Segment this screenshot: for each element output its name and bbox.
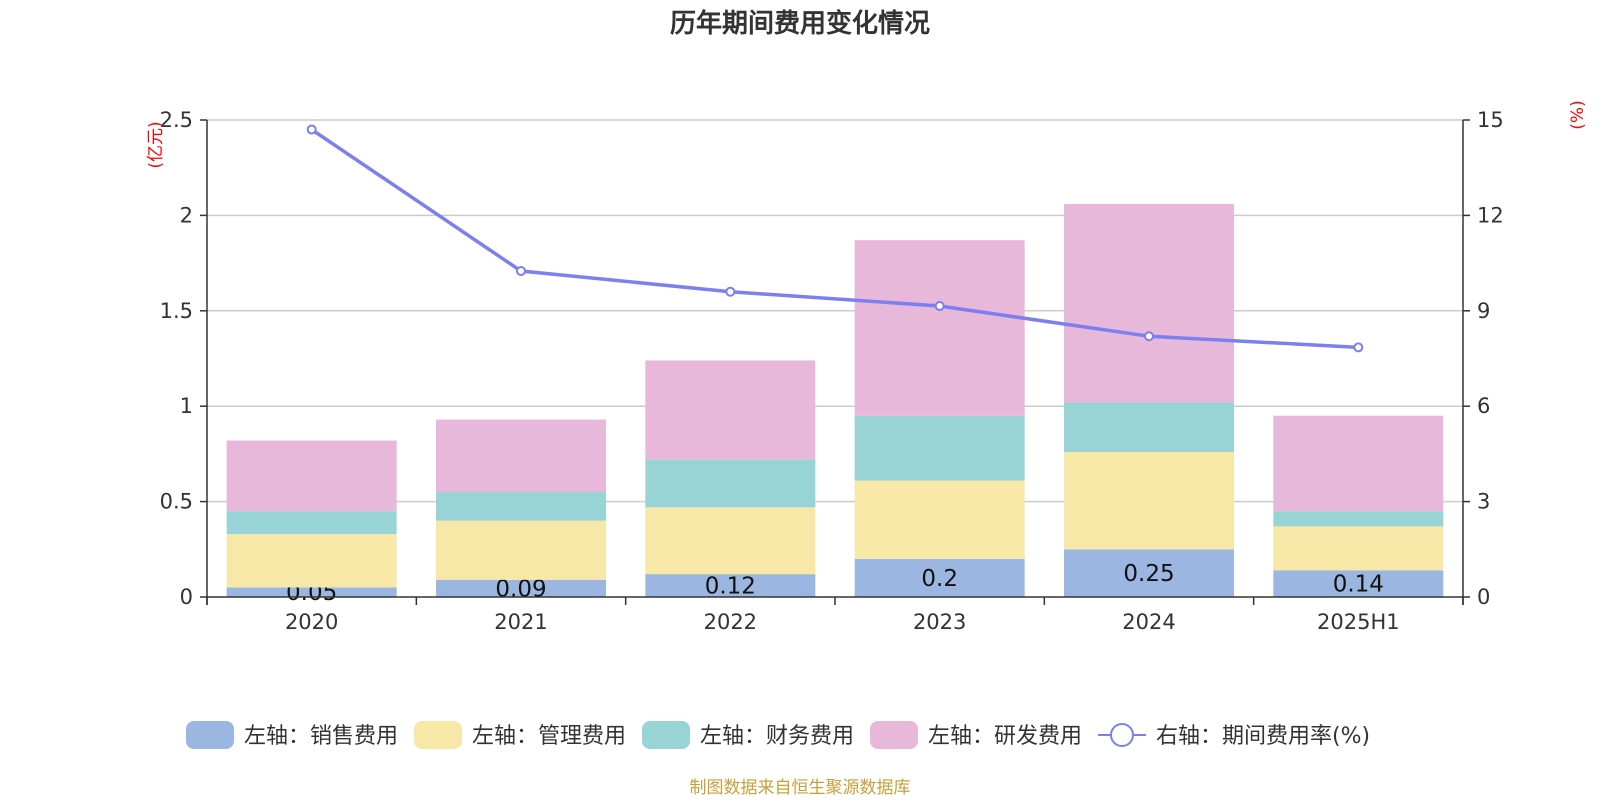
rate-point xyxy=(1353,342,1364,353)
bar-segment xyxy=(854,240,1025,416)
bar-segment xyxy=(1064,549,1234,597)
bar-segment xyxy=(226,587,397,597)
x-tick-label: 2023 xyxy=(913,610,966,634)
bar-data-label: 0.2 xyxy=(921,566,958,592)
right-tick-label: 9 xyxy=(1477,299,1490,323)
bar-segment xyxy=(1273,511,1444,527)
legend-swatch xyxy=(186,721,234,749)
bar-segment xyxy=(645,574,816,597)
left-axis-unit: (亿元) xyxy=(146,121,166,168)
rate-point xyxy=(306,124,317,135)
right-tick-label: 6 xyxy=(1477,394,1490,418)
legend-label: 右轴：期间费用率(%) xyxy=(1156,724,1370,749)
left-tick-label: 2.5 xyxy=(160,108,193,132)
bar-segment xyxy=(226,440,397,512)
bar-segment xyxy=(226,534,397,588)
legend: 左轴：销售费用 左轴：管理费用 左轴：财务费用 左轴：研发费用 右轴：期间费用率(%) xyxy=(186,721,1370,749)
bar-segment xyxy=(854,415,1025,481)
bar-data-label: 0.14 xyxy=(1333,572,1384,598)
bar-data-label: 0.09 xyxy=(495,576,546,602)
x-tick-label: 2020 xyxy=(285,610,338,634)
bar-segment xyxy=(1273,570,1444,597)
legend-label: 左轴：研发费用 xyxy=(928,724,1082,749)
x-tick-label: 2024 xyxy=(1122,610,1175,634)
x-tick-label: 2022 xyxy=(704,610,757,634)
left-tick-label: 1.5 xyxy=(160,299,193,323)
rate-point xyxy=(1144,331,1154,342)
bar-segment xyxy=(1273,526,1444,571)
rate-point xyxy=(934,301,945,312)
left-tick-label: 1 xyxy=(180,394,193,418)
right-tick-label: 15 xyxy=(1477,108,1504,132)
bar-segment xyxy=(1064,203,1234,403)
bar-data-label: 0.25 xyxy=(1123,561,1174,587)
bar-segment xyxy=(1064,402,1234,452)
legend-label: 左轴：销售费用 xyxy=(244,724,398,749)
bar-segment xyxy=(436,419,606,493)
bar-segment xyxy=(1064,451,1234,550)
bar-segment xyxy=(436,492,606,521)
right-tick-label: 12 xyxy=(1477,203,1504,227)
x-tick-label: 2025H1 xyxy=(1317,610,1400,634)
rate-point xyxy=(725,286,736,297)
x-tick-label: 2021 xyxy=(494,610,547,634)
right-tick-label: 0 xyxy=(1477,585,1490,609)
bar-segment xyxy=(226,511,397,535)
rate-line xyxy=(310,128,1359,350)
left-tick-label: 0 xyxy=(180,585,193,609)
left-tick-label: 2 xyxy=(180,203,193,227)
bar-segment xyxy=(854,558,1025,597)
bar-segment xyxy=(854,480,1025,559)
bar-segment xyxy=(645,360,816,460)
bar-segment xyxy=(645,507,816,575)
rate-point xyxy=(516,266,526,277)
bar-data-label: 0.12 xyxy=(705,574,756,600)
legend-swatch xyxy=(870,721,918,749)
chart-title: 历年期间费用变化情况 xyxy=(670,8,930,39)
bar-segment xyxy=(436,579,606,597)
left-tick-label: 0.5 xyxy=(160,490,193,514)
legend-label: 左轴：管理费用 xyxy=(472,724,626,749)
bar-segment xyxy=(645,459,816,508)
plot-area: 0 00.5 31 61.5 92 122.5 150.05 0.09 0.12 0.2 0.25 0… xyxy=(160,108,1504,634)
legend-swatch xyxy=(642,721,690,749)
legend-marker xyxy=(1110,723,1134,747)
right-tick-label: 3 xyxy=(1477,490,1490,514)
bar-segment xyxy=(436,520,606,580)
bar-segment xyxy=(1273,415,1444,512)
right-axis-unit: (%) xyxy=(1568,100,1588,129)
legend-label: 左轴：财务费用 xyxy=(700,724,854,749)
legend-swatch xyxy=(414,721,462,749)
source-note: 制图数据来自恒生聚源数据库 xyxy=(690,778,911,798)
